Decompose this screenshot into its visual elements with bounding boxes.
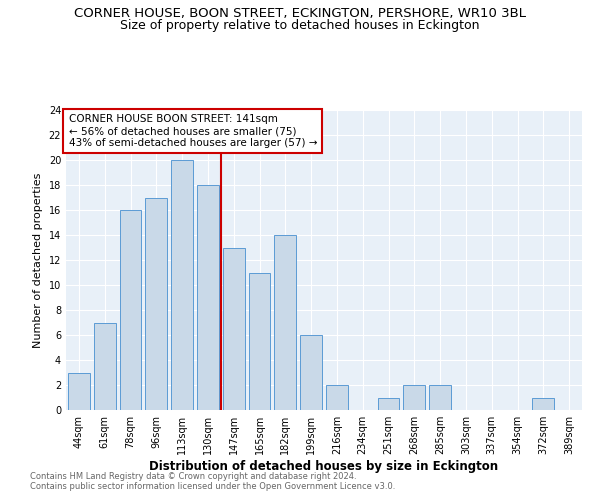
Bar — [403, 385, 425, 410]
Text: Size of property relative to detached houses in Eckington: Size of property relative to detached ho… — [120, 19, 480, 32]
Bar — [377, 398, 400, 410]
Text: CORNER HOUSE BOON STREET: 141sqm
← 56% of detached houses are smaller (75)
43% o: CORNER HOUSE BOON STREET: 141sqm ← 56% o… — [68, 114, 317, 148]
Bar — [429, 385, 451, 410]
Y-axis label: Number of detached properties: Number of detached properties — [33, 172, 43, 348]
Text: CORNER HOUSE, BOON STREET, ECKINGTON, PERSHORE, WR10 3BL: CORNER HOUSE, BOON STREET, ECKINGTON, PE… — [74, 8, 526, 20]
X-axis label: Distribution of detached houses by size in Eckington: Distribution of detached houses by size … — [149, 460, 499, 473]
Bar — [119, 210, 142, 410]
Bar — [326, 385, 348, 410]
Bar — [248, 272, 271, 410]
Bar — [94, 322, 116, 410]
Bar — [300, 335, 322, 410]
Bar — [532, 398, 554, 410]
Text: Contains HM Land Registry data © Crown copyright and database right 2024.: Contains HM Land Registry data © Crown c… — [30, 472, 356, 481]
Text: Contains public sector information licensed under the Open Government Licence v3: Contains public sector information licen… — [30, 482, 395, 491]
Bar — [223, 248, 245, 410]
Bar — [171, 160, 193, 410]
Bar — [197, 185, 219, 410]
Bar — [68, 372, 90, 410]
Bar — [274, 235, 296, 410]
Bar — [145, 198, 167, 410]
